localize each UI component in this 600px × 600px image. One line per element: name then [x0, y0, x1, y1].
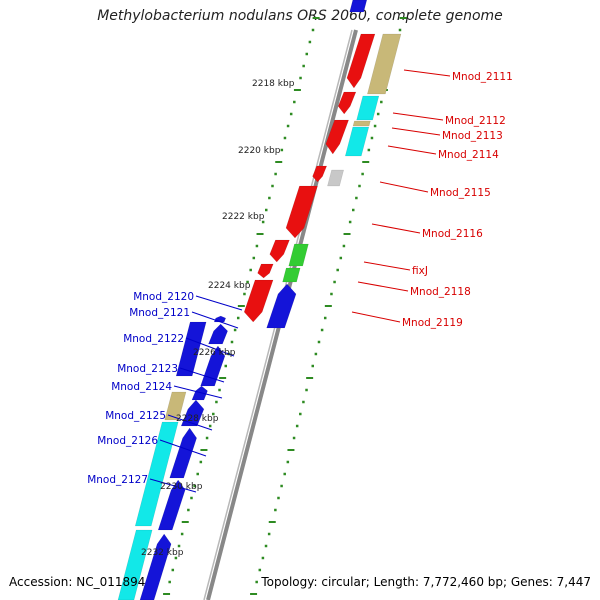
gene-label-right: Mnod_2119 [402, 317, 463, 329]
gene-label-right: fixJ [412, 265, 428, 277]
gene-label-left: Mnod_2127 [87, 474, 148, 486]
feature-block [288, 243, 309, 267]
kbp-label: 2222 kbp [222, 212, 265, 222]
leader-line [379, 181, 429, 193]
feature-block [164, 391, 187, 421]
gene-label-left: Mnod_2123 [117, 363, 178, 375]
gene-block [346, 33, 376, 89]
leader-line [351, 311, 401, 323]
gene-block [169, 427, 197, 479]
gene-block [175, 321, 207, 377]
kbp-label: 2226 kbp [193, 348, 236, 358]
feature-block [134, 421, 179, 527]
gene-block [139, 533, 172, 600]
leader-line [159, 439, 207, 457]
leader-line [363, 261, 411, 271]
gene-label-left: Mnod_2121 [129, 307, 190, 319]
gene-label-left: Mnod_2120 [133, 291, 194, 303]
leader-line [371, 223, 421, 234]
feature-block [367, 33, 402, 95]
gene-label-right: Mnod_2112 [445, 115, 506, 127]
gene-block [266, 283, 297, 329]
kbp-scale-labels: 2218 kbp 2220 kbp 2222 kbp 2224 kbp 2226 kbp… [141, 79, 295, 558]
leader-line [191, 311, 239, 329]
feature-block [117, 529, 153, 600]
gene-block [191, 385, 208, 401]
gene-block [213, 315, 227, 323]
feature-block [356, 95, 380, 121]
kbp-label: 2218 kbp [252, 79, 295, 89]
gene-block [257, 263, 274, 279]
leader-line [185, 337, 235, 357]
gene-block [349, 0, 368, 13]
leader-line [387, 145, 437, 155]
gene-label-right: Mnod_2116 [422, 228, 483, 240]
scale-ticks [163, 17, 407, 595]
feature-block [327, 169, 344, 187]
gene-label-left: Mnod_2125 [105, 410, 166, 422]
gene-label-right: Mnod_2115 [430, 187, 491, 199]
kbp-label: 2232 kbp [141, 548, 184, 558]
gene-label-left: Mnod_2122 [123, 333, 184, 345]
leader-line [195, 295, 243, 311]
kbp-label: 2228 kbp [176, 414, 219, 424]
kbp-label: 2224 kbp [208, 281, 251, 291]
gene-block [180, 399, 205, 427]
gene-label-left: Mnod_2126 [97, 435, 158, 447]
leader-line [391, 127, 441, 136]
accession-text: Accession: NC_011894 [9, 575, 146, 589]
gene-block [325, 119, 349, 155]
gene-labels: Mnod_2111 Mnod_2112 Mnod_2113 Mnod_2114 Mnod… [87, 71, 513, 486]
topology-text: Topology: circular; Length: 7,772,460 bp… [261, 575, 591, 589]
feature-block [282, 267, 301, 283]
gene-block [208, 323, 228, 345]
leader-line [149, 478, 197, 493]
kbp-label: 2220 kbp [238, 146, 281, 156]
gene-block [243, 279, 274, 323]
leader-line [173, 385, 223, 399]
gene-label-right: Mnod_2118 [410, 286, 471, 298]
feature-block [344, 126, 370, 157]
gene-block [312, 165, 328, 183]
gene-block [337, 91, 357, 115]
gene-label-left: Mnod_2124 [111, 381, 172, 393]
kbp-label: 2230 kbp [160, 482, 203, 492]
leader-line [167, 414, 213, 431]
label-leader-lines [149, 69, 451, 493]
leader-line [403, 69, 451, 77]
map-title: Methylobacterium nodulans ORS 2060, comp… [97, 8, 503, 24]
gene-label-right: Mnod_2114 [438, 149, 499, 161]
leader-line [179, 367, 225, 383]
gene-block [269, 239, 290, 263]
gene-label-right: Mnod_2113 [442, 130, 503, 142]
leader-line [392, 112, 444, 121]
feature-block [352, 120, 371, 127]
leader-line [357, 281, 409, 292]
gene-label-right: Mnod_2111 [452, 71, 513, 83]
gene-block [285, 185, 318, 239]
